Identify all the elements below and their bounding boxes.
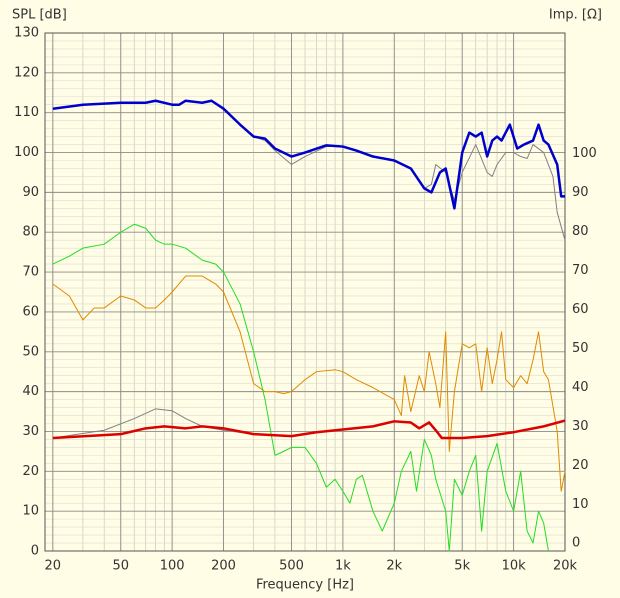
x-tick-label: 5k bbox=[454, 559, 470, 574]
y2-tick-label: 10 bbox=[572, 497, 589, 512]
series-line bbox=[52, 99, 565, 210]
y-tick-label: 30 bbox=[22, 424, 39, 439]
y2-tick-label: 50 bbox=[572, 341, 589, 356]
series-line bbox=[52, 419, 566, 440]
y-tick-label: 20 bbox=[22, 464, 39, 479]
y2-tick-label: 40 bbox=[572, 380, 589, 395]
x-tick-label: 2k bbox=[386, 559, 402, 574]
y-tick-label: 40 bbox=[22, 384, 39, 399]
y2-tick-label: 90 bbox=[572, 185, 589, 200]
y2-tick-label: 70 bbox=[572, 263, 589, 278]
y2-tick-label: 80 bbox=[572, 224, 589, 239]
x-tick-label: 100 bbox=[160, 559, 185, 574]
y-tick-label: 110 bbox=[14, 105, 39, 120]
y-tick-label: 80 bbox=[22, 225, 39, 240]
x-tick-label: 200 bbox=[211, 559, 236, 574]
y-tick-label: 130 bbox=[14, 26, 39, 41]
y2-tick-label: 60 bbox=[572, 302, 589, 317]
y2-tick-label: 20 bbox=[572, 458, 589, 473]
y-tick-label: 0 bbox=[31, 544, 39, 559]
plot-frame bbox=[44, 32, 566, 552]
series-line bbox=[52, 275, 566, 492]
y-tick-label: 50 bbox=[22, 344, 39, 359]
y2-tick-label: 30 bbox=[572, 419, 589, 434]
y2-tick-label: 0 bbox=[572, 536, 580, 551]
x-tick-label: 50 bbox=[112, 559, 129, 574]
y-tick-label: 100 bbox=[14, 145, 39, 160]
x-tick-label: 20 bbox=[45, 559, 62, 574]
y-tick-label: 70 bbox=[22, 265, 39, 280]
x-tick-label: 20k bbox=[553, 559, 578, 574]
x-tick-label: 10k bbox=[502, 559, 527, 574]
x-tick-label: 1k bbox=[335, 559, 351, 574]
y-tick-label: 120 bbox=[14, 65, 39, 80]
y-tick-label: 90 bbox=[22, 185, 39, 200]
y-tick-label: 10 bbox=[22, 504, 39, 519]
x-tick-label: 500 bbox=[279, 559, 304, 574]
y2-tick-label: 100 bbox=[572, 146, 597, 161]
y-axis-label: SPL [dB] bbox=[12, 8, 67, 23]
series-line bbox=[52, 223, 549, 552]
y-tick-label: 60 bbox=[22, 304, 39, 319]
y2-axis-label: Imp. [Ω] bbox=[549, 8, 602, 23]
x-axis-label: Frequency [Hz] bbox=[256, 578, 354, 593]
